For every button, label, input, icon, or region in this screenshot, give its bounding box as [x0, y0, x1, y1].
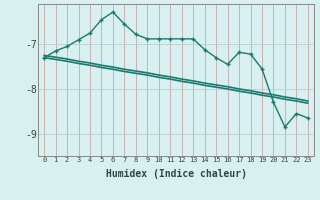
X-axis label: Humidex (Indice chaleur): Humidex (Indice chaleur) — [106, 169, 246, 179]
